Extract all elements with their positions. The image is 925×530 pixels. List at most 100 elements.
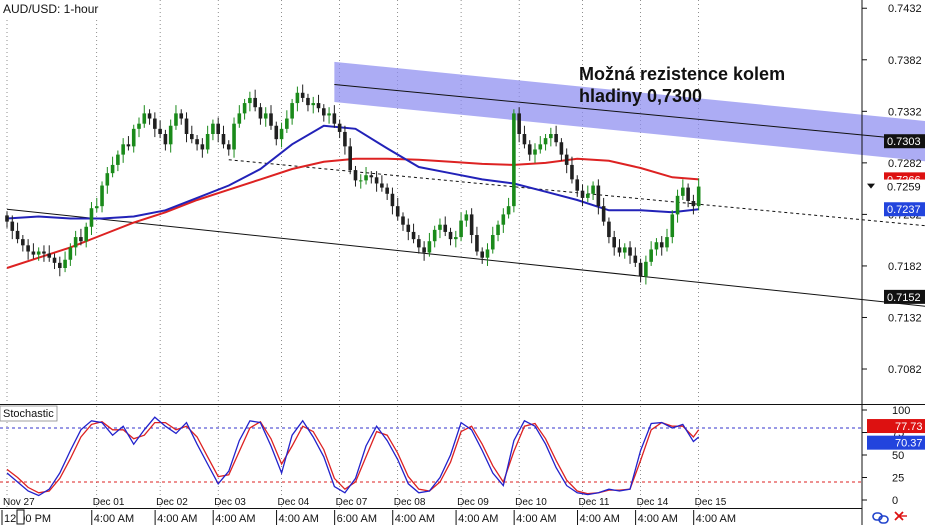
candle-body xyxy=(21,239,25,246)
candle-body xyxy=(654,242,659,250)
candle xyxy=(10,215,15,240)
price-axis[interactable]: 0.74320.73820.73320.72820.72320.71820.71… xyxy=(861,0,925,525)
candle-body xyxy=(432,229,437,242)
candle xyxy=(580,184,585,207)
candle xyxy=(380,175,384,192)
candle-body xyxy=(226,144,231,150)
scroll-arrow-icon[interactable] xyxy=(16,509,25,525)
candle xyxy=(248,91,252,112)
candle xyxy=(322,104,326,122)
price-pane[interactable]: AUD/USD: 1-hour Možná rezistence kolem h… xyxy=(0,0,925,402)
price-label-box xyxy=(884,202,925,217)
candle xyxy=(374,171,379,192)
price-tick-label: 0.7282 xyxy=(888,158,922,170)
stochastic-value-labels: 77.73 70.37 xyxy=(867,419,925,450)
candle xyxy=(485,243,490,266)
candle-body xyxy=(184,118,189,134)
candle xyxy=(512,109,516,213)
candle xyxy=(591,181,595,200)
candle-body xyxy=(454,237,458,240)
candle xyxy=(226,140,231,156)
candle-body xyxy=(686,187,690,201)
price-label-box xyxy=(884,134,925,149)
candle-body xyxy=(242,103,247,114)
candle-body xyxy=(443,224,448,232)
price-tick-label: 0.7432 xyxy=(888,3,922,15)
stochastic-k-line xyxy=(6,416,700,497)
price-label-text: 0.7259 xyxy=(887,182,921,194)
candle-body xyxy=(163,134,168,145)
candle xyxy=(179,109,184,125)
time-axis-date: Nov 27 xyxy=(3,497,35,508)
candle xyxy=(628,241,632,264)
candle xyxy=(353,165,358,187)
candle-body xyxy=(517,113,521,134)
candle xyxy=(121,138,125,163)
candle xyxy=(527,140,532,161)
candle-body xyxy=(554,134,558,143)
candle xyxy=(681,179,685,200)
candle-body xyxy=(94,206,99,209)
candle-body xyxy=(358,180,363,182)
candle-body xyxy=(332,113,337,124)
time-axis[interactable]: Nov 27 12:00 PM Dec 01 4:00 AM Dec 02 4:00 AM… xyxy=(1,497,736,525)
candle xyxy=(79,228,83,246)
candle xyxy=(300,84,305,103)
candle xyxy=(21,235,25,252)
close-icon[interactable] xyxy=(894,511,907,521)
channel-line[interactable] xyxy=(334,84,925,158)
candle-body xyxy=(253,97,257,108)
candle-body xyxy=(26,245,30,252)
candle xyxy=(596,179,601,215)
candle-body xyxy=(417,239,421,248)
time-axis-date: Dec 04 xyxy=(278,497,310,508)
candle-body xyxy=(248,97,252,104)
time-axis-time: 4:00 AM xyxy=(638,513,678,525)
channel-line[interactable] xyxy=(228,159,925,242)
candle-body xyxy=(422,247,426,253)
candle-body xyxy=(258,107,263,119)
candle xyxy=(100,181,104,213)
candle xyxy=(464,210,469,227)
candle-body xyxy=(549,134,553,139)
candle xyxy=(42,245,46,262)
candle xyxy=(26,239,30,260)
candle-body xyxy=(496,224,500,236)
candle-body xyxy=(490,235,495,250)
time-axis-time: 4:00 AM xyxy=(580,513,620,525)
candle xyxy=(174,105,178,130)
link-icon[interactable] xyxy=(872,512,889,524)
candle xyxy=(659,236,664,256)
time-axis-time: 4:00 AM xyxy=(215,513,255,525)
candle xyxy=(274,121,279,146)
stochastic-tick-label: 25 xyxy=(892,473,904,485)
candle xyxy=(696,178,701,211)
candle xyxy=(269,105,273,130)
candle-body xyxy=(221,134,226,145)
channel-line[interactable] xyxy=(6,208,925,324)
candle-body xyxy=(438,224,442,230)
candle xyxy=(496,220,500,242)
resistance-zone[interactable] xyxy=(334,61,925,162)
candle-body xyxy=(279,128,284,140)
candle-body xyxy=(58,262,62,268)
time-axis-time: 4:00 AM xyxy=(458,513,498,525)
candle-body xyxy=(675,195,680,215)
candle-body xyxy=(137,123,141,129)
candle xyxy=(168,119,173,153)
candle xyxy=(337,119,342,139)
candle-body xyxy=(116,154,120,165)
time-axis-time: 4:00 AM xyxy=(157,513,197,525)
candle xyxy=(638,258,643,283)
stochastic-tick-label: 100 xyxy=(892,405,910,417)
candle xyxy=(432,225,437,248)
candle xyxy=(216,117,220,143)
candle xyxy=(649,241,653,266)
candle-body xyxy=(343,131,347,147)
candle-body xyxy=(63,259,67,268)
candle-body xyxy=(665,237,669,248)
candle-body xyxy=(633,255,638,263)
candle-body xyxy=(200,144,205,150)
